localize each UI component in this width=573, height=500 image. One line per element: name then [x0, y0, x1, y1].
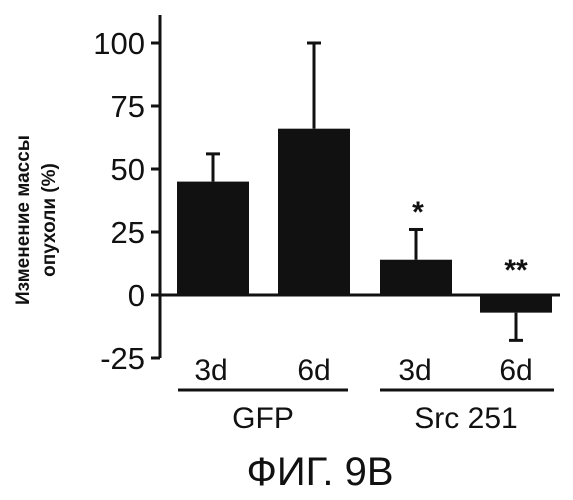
y-tick-label: 75 — [111, 89, 145, 124]
y-tick-label: -25 — [100, 341, 145, 376]
x-category-label: 6d — [297, 354, 330, 387]
x-category-label: 6d — [499, 354, 532, 387]
group-label-src251: Src 251 — [414, 402, 517, 435]
bar — [380, 260, 452, 295]
bar — [177, 182, 249, 295]
figure-label: ФИГ. 9B — [246, 450, 393, 494]
y-axis-label-line-2: опухоли (%) — [39, 163, 60, 277]
bar — [278, 129, 350, 295]
y-tick-label: 50 — [111, 152, 145, 187]
x-category-label: 3d — [194, 354, 227, 387]
y-tick-label: 100 — [93, 26, 145, 61]
y-tick-label: 0 — [128, 278, 145, 313]
y-axis-label-line-1: Изменение массы — [13, 135, 34, 305]
group-label-gfp: GFP — [232, 402, 294, 435]
significance-marker: * — [412, 196, 424, 229]
significance-marker: ** — [504, 254, 528, 287]
bar — [480, 295, 552, 313]
x-category-label: 3d — [398, 354, 431, 387]
y-tick-label: 25 — [111, 215, 145, 250]
